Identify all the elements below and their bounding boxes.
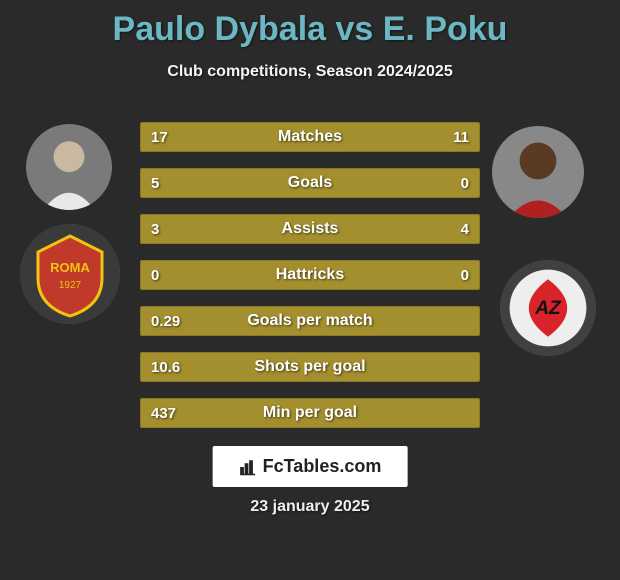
stat-row: 3Assists4 [140,214,480,244]
stat-label: Goals per match [141,307,479,335]
stat-label: Matches [141,123,479,151]
stat-label: Goals [141,169,479,197]
stat-label: Shots per goal [141,353,479,381]
chart-icon [239,458,257,476]
stats-bars: 17Matches115Goals03Assists40Hattricks00.… [140,122,480,444]
stat-right-value: 0 [461,261,469,289]
stat-row: 17Matches11 [140,122,480,152]
stat-right-value: 11 [453,123,469,151]
stat-right-value: 4 [461,215,469,243]
stat-row: 10.6Shots per goal [140,352,480,382]
stat-row: 0Hattricks0 [140,260,480,290]
player-left-avatar [26,124,112,210]
stat-label: Hattricks [141,261,479,289]
stat-row: 437Min per goal [140,398,480,428]
stat-label: Min per goal [141,399,479,427]
stat-right-value: 0 [461,169,469,197]
svg-text:ROMA: ROMA [50,260,90,275]
page-title: Paulo Dybala vs E. Poku [0,0,620,49]
club-right-crest: AZ [500,260,596,356]
stat-label: Assists [141,215,479,243]
club-left-crest: ROMA 1927 [20,224,120,324]
subtitle: Club competitions, Season 2024/2025 [0,63,620,81]
branding-text: FcTables.com [263,456,382,477]
date-label: 23 january 2025 [0,498,620,516]
branding-badge: FcTables.com [213,446,408,487]
stat-row: 0.29Goals per match [140,306,480,336]
stat-row: 5Goals0 [140,168,480,198]
svg-text:1927: 1927 [59,280,82,291]
player-right-avatar [492,126,584,218]
svg-text:AZ: AZ [534,298,562,319]
